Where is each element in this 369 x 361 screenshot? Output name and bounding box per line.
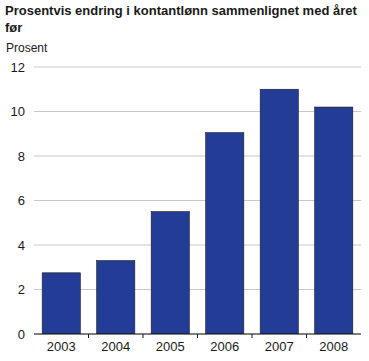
x-tick <box>197 334 198 338</box>
grid-line <box>34 245 361 246</box>
y-tick-label: 2 <box>18 282 25 297</box>
chart: Prosent 0 2 4 6 8 10 12 2003 2004 2005 2006 2007 2008 <box>0 0 369 361</box>
y-tick-label: 10 <box>11 104 25 119</box>
y-tick-label: 12 <box>11 60 25 75</box>
grid-line <box>34 67 361 68</box>
bars <box>42 89 353 334</box>
bar <box>42 273 80 334</box>
x-tick-label: 2007 <box>265 339 294 354</box>
x-tick <box>306 334 307 338</box>
y-axis-label: Prosent <box>6 41 48 55</box>
x-tick-label: 2004 <box>101 339 130 354</box>
bar <box>260 89 298 334</box>
x-tick-label: 2005 <box>156 339 185 354</box>
bar <box>97 261 135 334</box>
grid-line <box>34 111 361 112</box>
grid-line <box>34 289 361 290</box>
y-tick-label: 4 <box>18 238 25 253</box>
bar <box>206 133 244 334</box>
x-tick <box>252 334 253 338</box>
grid-line <box>34 200 361 201</box>
x-tick-label: 2006 <box>210 339 239 354</box>
x-tick-label: 2003 <box>47 339 76 354</box>
y-tick-label: 6 <box>18 193 25 208</box>
grid-line <box>34 156 361 157</box>
x-tick <box>143 334 144 338</box>
x-tick <box>88 334 89 338</box>
title: Prosentvis endring i kontantlønn sammenl… <box>5 2 357 36</box>
bar <box>151 212 189 334</box>
bar <box>315 107 353 334</box>
y-tick-label: 8 <box>18 149 25 164</box>
y-tick-label: 0 <box>18 327 25 342</box>
x-tick-label: 2008 <box>319 339 348 354</box>
